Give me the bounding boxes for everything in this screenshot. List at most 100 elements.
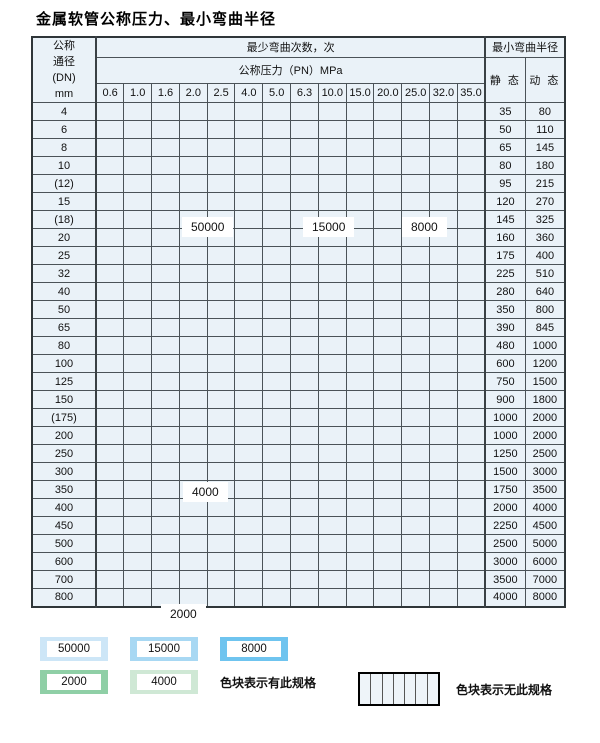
dn-cell-40: 40 bbox=[31, 282, 97, 301]
spec-cell bbox=[401, 444, 431, 463]
spec-cell bbox=[317, 588, 347, 607]
spec-cell bbox=[345, 120, 375, 139]
dynamic-radius-cell: 4000 bbox=[524, 498, 566, 517]
static-radius-cell: 80 bbox=[484, 156, 526, 175]
spec-cell bbox=[317, 552, 347, 571]
spec-cell bbox=[429, 102, 458, 121]
static-radius-cell: 1750 bbox=[484, 480, 526, 499]
spec-cell bbox=[123, 408, 153, 427]
spec-cell bbox=[262, 336, 292, 355]
static-radius-cell: 350 bbox=[484, 300, 526, 319]
spec-cell bbox=[262, 174, 292, 193]
legend: 50000 15000 8000 2000 4000 色块表示有此规格 bbox=[40, 637, 316, 703]
spec-cell bbox=[345, 282, 375, 301]
spec-cell bbox=[151, 246, 180, 265]
header-bend-count: 最少弯曲次数，次 bbox=[94, 36, 486, 58]
spec-cell bbox=[317, 156, 347, 175]
pressure-header-6.3: 6.3 bbox=[290, 83, 319, 103]
spec-cell bbox=[401, 156, 431, 175]
table-row: 15 120 270 bbox=[31, 192, 566, 211]
spec-cell bbox=[317, 336, 347, 355]
spec-cell bbox=[234, 282, 264, 301]
spec-cell bbox=[456, 552, 486, 571]
spec-cell bbox=[234, 498, 264, 517]
spec-cell bbox=[373, 102, 403, 121]
spec-cell bbox=[178, 138, 208, 157]
spec-cell bbox=[401, 570, 431, 589]
spec-cell bbox=[317, 444, 347, 463]
spec-cell bbox=[206, 390, 236, 409]
legend-chip-label: 15000 bbox=[137, 641, 191, 657]
spec-cell bbox=[95, 174, 125, 193]
dn-cell-8: 8 bbox=[31, 138, 97, 157]
spec-cell bbox=[123, 336, 153, 355]
spec-cell bbox=[206, 102, 236, 121]
spec-cell bbox=[123, 120, 153, 139]
spec-cell bbox=[317, 372, 347, 391]
spec-cell bbox=[373, 516, 403, 535]
spec-cell bbox=[206, 300, 236, 319]
spec-cell bbox=[429, 480, 458, 499]
table-body: 4 35 80 6 50 110 8 65 145 10 80 180 (12) 95 215 15 120 27… bbox=[31, 102, 566, 607]
static-radius-cell: 3000 bbox=[484, 552, 526, 571]
header-dn-line-4: mm bbox=[54, 88, 74, 100]
spec-cell bbox=[123, 264, 153, 283]
spec-cell bbox=[345, 570, 375, 589]
dynamic-radius-cell: 3500 bbox=[524, 480, 566, 499]
spec-cell bbox=[95, 408, 125, 427]
spec-cell bbox=[95, 516, 125, 535]
spec-cell bbox=[373, 282, 403, 301]
table-row: 65 390 845 bbox=[31, 318, 566, 337]
spec-cell bbox=[429, 138, 458, 157]
spec-cell bbox=[401, 354, 431, 373]
spec-cell bbox=[95, 462, 125, 481]
spec-cell bbox=[234, 156, 264, 175]
spec-cell bbox=[206, 318, 236, 337]
table-row: 300 1500 3000 bbox=[31, 462, 566, 481]
spec-cell bbox=[234, 138, 264, 157]
spec-cell bbox=[206, 570, 236, 589]
spec-cell bbox=[456, 282, 486, 301]
spec-cell bbox=[317, 120, 347, 139]
spec-cell bbox=[123, 552, 153, 571]
spec-cell bbox=[345, 102, 375, 121]
dynamic-radius-cell: 800 bbox=[524, 300, 566, 319]
spec-cell bbox=[262, 264, 292, 283]
table-row: 10 80 180 bbox=[31, 156, 566, 175]
spec-cell bbox=[123, 462, 153, 481]
spec-cell bbox=[206, 138, 236, 157]
spec-cell bbox=[373, 498, 403, 517]
spec-cell bbox=[123, 228, 153, 247]
spec-cell bbox=[151, 426, 180, 445]
pressure-header-5.0: 5.0 bbox=[262, 83, 292, 103]
spec-cell bbox=[401, 282, 431, 301]
spec-cell bbox=[290, 174, 319, 193]
dn-cell-600: 600 bbox=[31, 552, 97, 571]
spec-cell bbox=[401, 138, 431, 157]
spec-cell bbox=[262, 408, 292, 427]
pressure-header-35.0: 35.0 bbox=[456, 83, 486, 103]
spec-cell bbox=[178, 318, 208, 337]
static-radius-cell: 35 bbox=[484, 102, 526, 121]
static-radius-cell: 145 bbox=[484, 210, 526, 229]
header-min-radius: 最小弯曲半径 bbox=[484, 36, 566, 58]
dynamic-radius-cell: 1200 bbox=[524, 354, 566, 373]
dn-cell-350: 350 bbox=[31, 480, 97, 499]
spec-cell bbox=[178, 300, 208, 319]
table-row: (175) 1000 2000 bbox=[31, 408, 566, 427]
empty-cell-slice bbox=[360, 674, 372, 704]
spec-cell bbox=[95, 390, 125, 409]
spec-cell bbox=[95, 264, 125, 283]
spec-cell bbox=[178, 192, 208, 211]
spec-cell bbox=[123, 372, 153, 391]
spec-cell bbox=[429, 462, 458, 481]
spec-cell bbox=[95, 444, 125, 463]
spec-cell bbox=[206, 192, 236, 211]
dynamic-radius-cell: 325 bbox=[524, 210, 566, 229]
spec-cell bbox=[151, 462, 180, 481]
table-row: 100 600 1200 bbox=[31, 354, 566, 373]
spec-cell bbox=[456, 336, 486, 355]
header-dn-line-2: 通径 bbox=[53, 56, 75, 68]
header-dn-cell: 公称 通径 (DN) mm bbox=[31, 36, 97, 103]
spec-cell bbox=[262, 246, 292, 265]
